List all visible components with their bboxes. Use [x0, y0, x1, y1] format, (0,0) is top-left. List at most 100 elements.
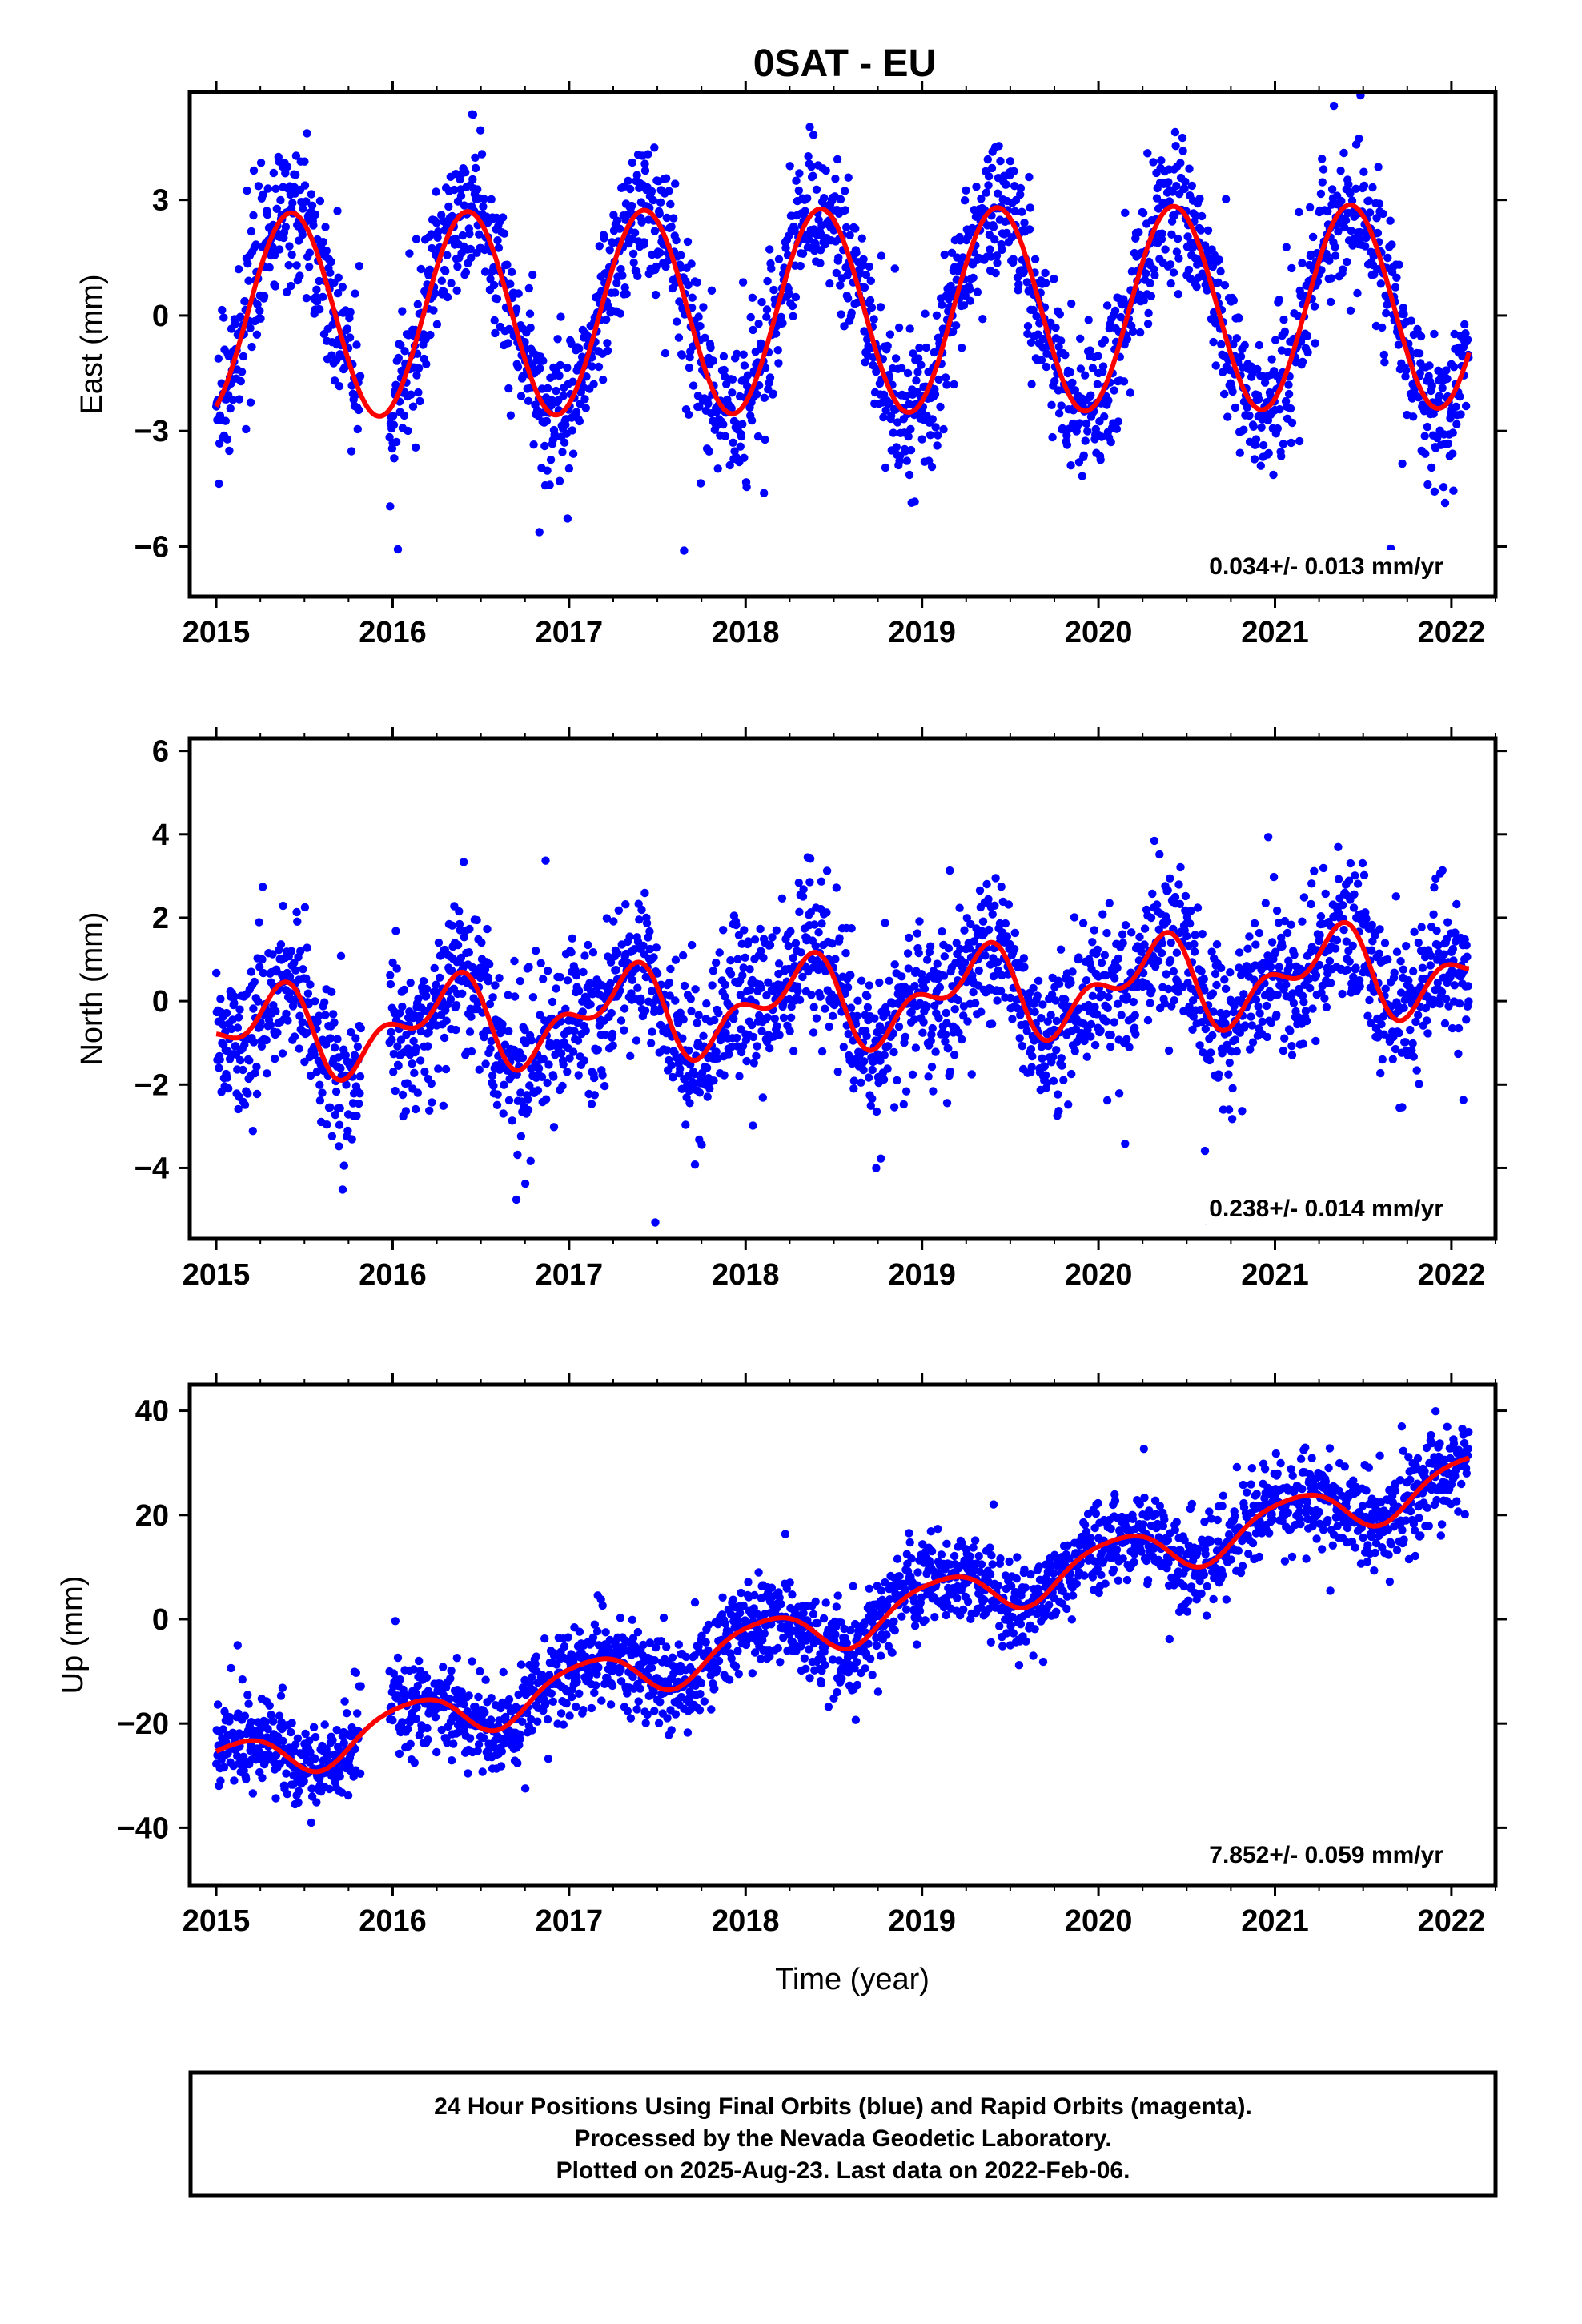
data-point [414, 364, 424, 372]
data-point [858, 261, 868, 270]
data-point [763, 276, 772, 286]
data-point [1277, 452, 1286, 460]
data-point [479, 202, 488, 211]
figure-title: 0SAT - EU [753, 42, 936, 85]
data-point [1081, 436, 1090, 445]
data-point [256, 314, 265, 323]
data-point [564, 464, 574, 473]
data-point [560, 438, 569, 447]
data-point [568, 449, 578, 458]
data-point [404, 426, 412, 436]
data-point [494, 243, 504, 252]
data-point [1329, 101, 1339, 111]
data-point [1019, 954, 1029, 963]
data-point [853, 996, 862, 1005]
data-point [1355, 134, 1363, 143]
data-point [1037, 356, 1046, 364]
data-point [1402, 366, 1411, 375]
data-point [940, 952, 950, 961]
data-point [486, 1044, 495, 1053]
data-point [1088, 364, 1098, 372]
data-point [1442, 995, 1451, 1003]
data-point [795, 169, 804, 178]
data-point [1182, 931, 1191, 941]
data-point [1186, 907, 1195, 915]
data-point [1196, 226, 1206, 235]
y-tick-label: −2 [135, 1068, 169, 1102]
data-point [1416, 332, 1426, 341]
data-point [897, 995, 905, 1004]
data-point [665, 979, 674, 987]
data-point [967, 1070, 976, 1079]
data-point [416, 1056, 425, 1065]
data-point [909, 1015, 919, 1024]
data-point [1229, 340, 1238, 349]
data-point [284, 261, 293, 270]
data-point [734, 931, 744, 940]
model-fit-line [215, 919, 1470, 1083]
data-point [414, 388, 423, 397]
data-point [1080, 1036, 1089, 1046]
data-point [416, 264, 425, 274]
data-point [1395, 1028, 1403, 1038]
data-point [414, 994, 423, 1003]
data-point [794, 186, 803, 195]
data-point [1284, 380, 1293, 389]
data-point [448, 921, 457, 930]
data-point [212, 968, 221, 978]
data-point [433, 233, 442, 242]
data-point [1189, 1012, 1198, 1021]
data-point [743, 381, 752, 391]
data-point [757, 947, 765, 955]
data-point [1038, 334, 1048, 344]
data-point [1248, 1038, 1258, 1047]
data-point [747, 416, 757, 425]
data-point [432, 320, 442, 329]
data-point [442, 1016, 451, 1025]
data-point [977, 195, 986, 203]
data-point [840, 322, 849, 331]
data-point [1285, 962, 1295, 971]
data-point [582, 372, 591, 381]
data-point [1161, 245, 1170, 254]
data-point [1193, 903, 1203, 912]
data-point [1433, 979, 1443, 987]
data-point [969, 987, 978, 997]
data-point [969, 273, 978, 283]
data-point [956, 944, 965, 954]
data-point [1016, 183, 1026, 193]
data-point [555, 476, 564, 485]
data-point [1059, 1076, 1068, 1084]
data-point [1435, 392, 1444, 400]
data-point [736, 442, 745, 451]
data-point [254, 997, 263, 1006]
data-point [1174, 290, 1183, 299]
data-point [743, 371, 753, 380]
data-point [605, 246, 614, 255]
data-point [315, 305, 324, 314]
data-point [495, 974, 504, 983]
data-point [620, 1004, 629, 1013]
data-point [428, 243, 436, 253]
data-point [1415, 368, 1424, 378]
data-point [1255, 395, 1263, 404]
data-point [1440, 498, 1450, 508]
data-point [226, 404, 235, 413]
data-point [666, 199, 675, 209]
data-point [997, 987, 1006, 995]
data-point [1102, 1017, 1111, 1026]
data-point [602, 914, 612, 923]
data-point [1179, 1007, 1188, 1015]
data-point [465, 924, 474, 934]
data-point [263, 1724, 272, 1734]
data-point [1299, 998, 1308, 1007]
data-point [704, 399, 713, 408]
data-point [944, 944, 954, 953]
data-point [767, 264, 776, 273]
data-point [256, 159, 266, 167]
data-point [504, 991, 512, 999]
data-point [1131, 1030, 1140, 1039]
data-point [580, 951, 589, 960]
data-point [1084, 1000, 1093, 1010]
data-point [678, 951, 688, 960]
